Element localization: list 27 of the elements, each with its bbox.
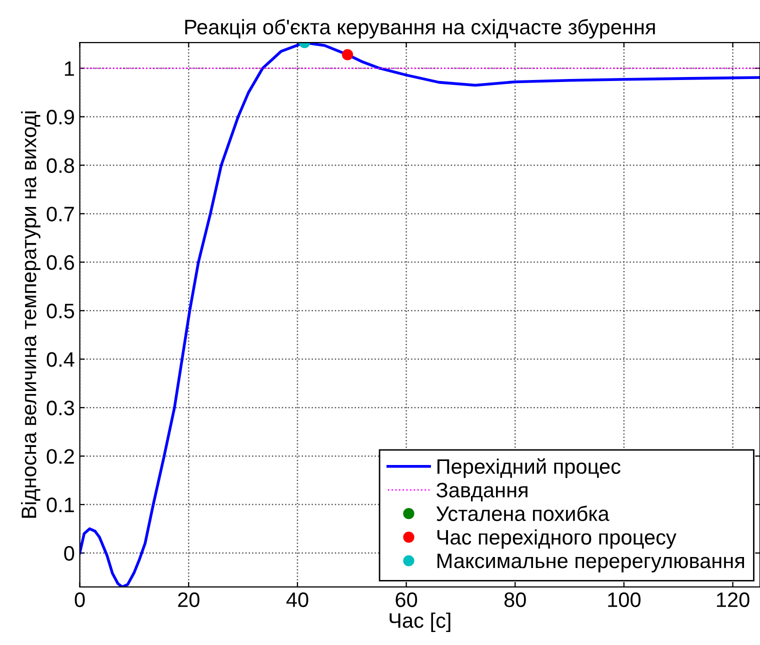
- legend-label: Максимальне перерегулювання: [438, 554, 744, 572]
- y-axis-title: Відносна величина температури на виході: [21, 111, 40, 518]
- y-tick-label: 0.2: [46, 449, 74, 464]
- y-tick-label: 0.9: [46, 110, 74, 124]
- y-tick-label: 0.3: [46, 400, 74, 416]
- chart-title: Реакція об'єкта керування на східчасте збурення: [185, 18, 655, 39]
- legend-label: Усталена похибка: [436, 506, 610, 522]
- legend-label: Завдання: [436, 482, 528, 502]
- y-tick-label: 0: [64, 546, 74, 561]
- x-tick-label: 120: [717, 592, 750, 608]
- y-tick-label: 0.1: [46, 498, 74, 512]
- x-tick-label: 20: [178, 592, 200, 608]
- y-tick-label: 0.8: [46, 158, 74, 173]
- y-tick-label: 1: [64, 61, 74, 76]
- legend-label: Час перехідного процесу: [437, 529, 676, 549]
- x-tick-label: 60: [396, 592, 418, 608]
- line-series: [80, 42, 760, 587]
- x-axis-title: Час [с]: [390, 612, 450, 632]
- legend-label: Перехідний процес: [437, 458, 620, 478]
- x-tick-label: 0: [74, 592, 85, 608]
- y-tick-label: 0.7: [46, 206, 74, 222]
- y-tick-label: 0.6: [46, 255, 74, 270]
- y-tick-label: 0.5: [46, 304, 74, 318]
- x-tick-label: 40: [286, 592, 308, 608]
- y-tick-label: 0.4: [46, 352, 74, 367]
- x-tick-label: 100: [608, 592, 641, 608]
- x-tick-label: 80: [504, 592, 526, 608]
